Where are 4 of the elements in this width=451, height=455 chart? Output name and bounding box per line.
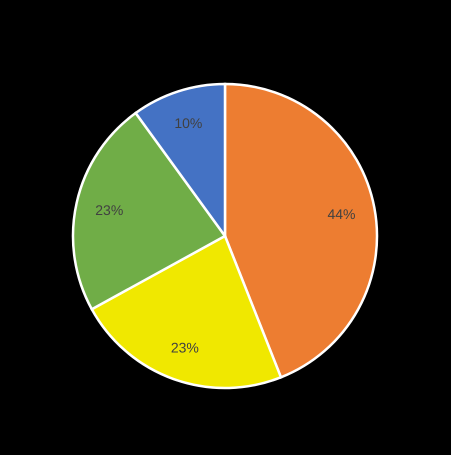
data-label: 23% (95, 202, 124, 218)
data-label: 44% (327, 206, 356, 222)
data-label: 10% (174, 115, 202, 132)
data-label: 23% (170, 340, 199, 356)
